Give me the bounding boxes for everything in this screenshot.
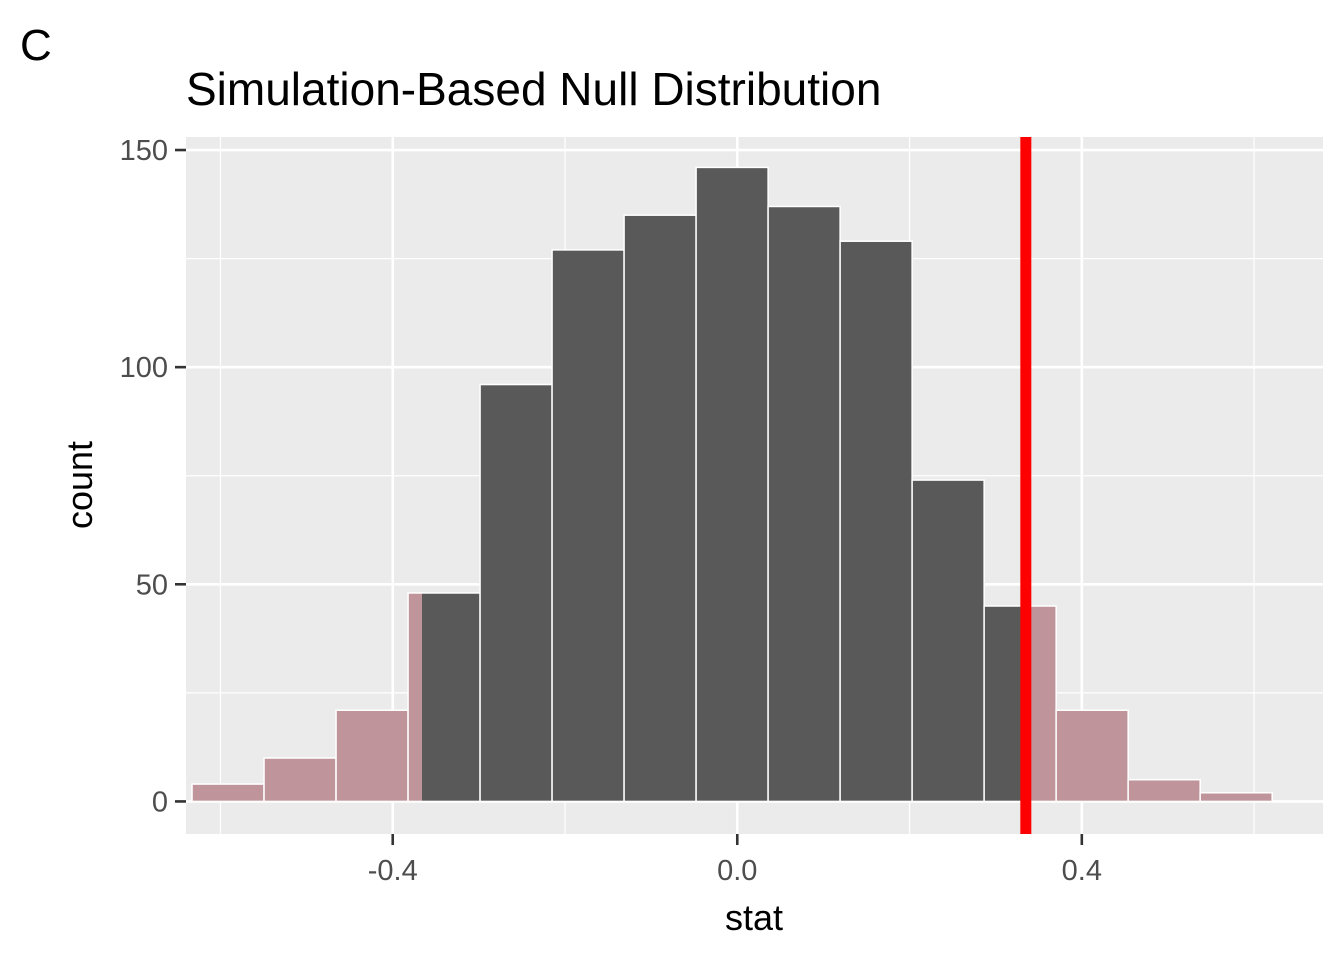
histogram-bar: [407, 592, 481, 803]
axes: -0.4 0.0 0.4 0 50 100 150: [120, 135, 1102, 887]
y-tick-label: 100: [120, 352, 168, 384]
histogram-bar: [983, 605, 1057, 803]
bar-segment: [912, 480, 985, 802]
y-tick-label: 50: [136, 569, 168, 601]
bar-segment: [192, 784, 265, 802]
panel-tag: C: [20, 21, 52, 70]
x-tick-label: 0.0: [717, 855, 757, 887]
bar-outline: [1055, 709, 1129, 803]
bar-segment: [840, 241, 913, 802]
histogram-bar: [1127, 778, 1201, 803]
x-axis-title: stat: [725, 897, 783, 938]
bar-segment: [422, 592, 481, 802]
histogram-bar: [695, 166, 769, 803]
bar-segment: [624, 215, 697, 802]
histogram-bar: [191, 783, 265, 803]
bar-outline: [1199, 791, 1273, 803]
bar-segment: [552, 249, 625, 802]
histogram-bar: [1199, 791, 1273, 803]
x-tick-label: 0.4: [1062, 855, 1102, 887]
histogram-bar: [263, 757, 337, 803]
histogram-bar: [335, 709, 409, 803]
bar-segment: [768, 206, 841, 802]
histogram-bar: [623, 214, 697, 803]
histogram-bar: [1055, 709, 1129, 803]
bar-segment: [1056, 710, 1129, 802]
histogram-bar: [479, 383, 553, 803]
y-axis-title: count: [59, 441, 100, 529]
x-tick-label: -0.4: [368, 855, 418, 887]
bar-segment: [264, 758, 337, 802]
histogram-bar: [767, 205, 841, 803]
histogram-bar: [911, 479, 985, 803]
histogram-bar: [551, 249, 625, 803]
bar-segment: [984, 606, 1026, 802]
y-tick-label: 150: [120, 135, 168, 167]
bar-segment: [336, 710, 409, 802]
bar-outline: [1127, 778, 1201, 803]
bar-segment: [696, 167, 769, 802]
bar-segment: [1128, 779, 1201, 802]
bar-segment: [1200, 792, 1273, 802]
bar-segment: [408, 592, 423, 802]
bar-segment: [480, 384, 553, 802]
histogram-bar: [839, 240, 913, 803]
chart-title: Simulation-Based Null Distribution: [186, 63, 882, 115]
y-tick-label: 0: [152, 786, 168, 818]
bar-outline: [983, 605, 1057, 803]
